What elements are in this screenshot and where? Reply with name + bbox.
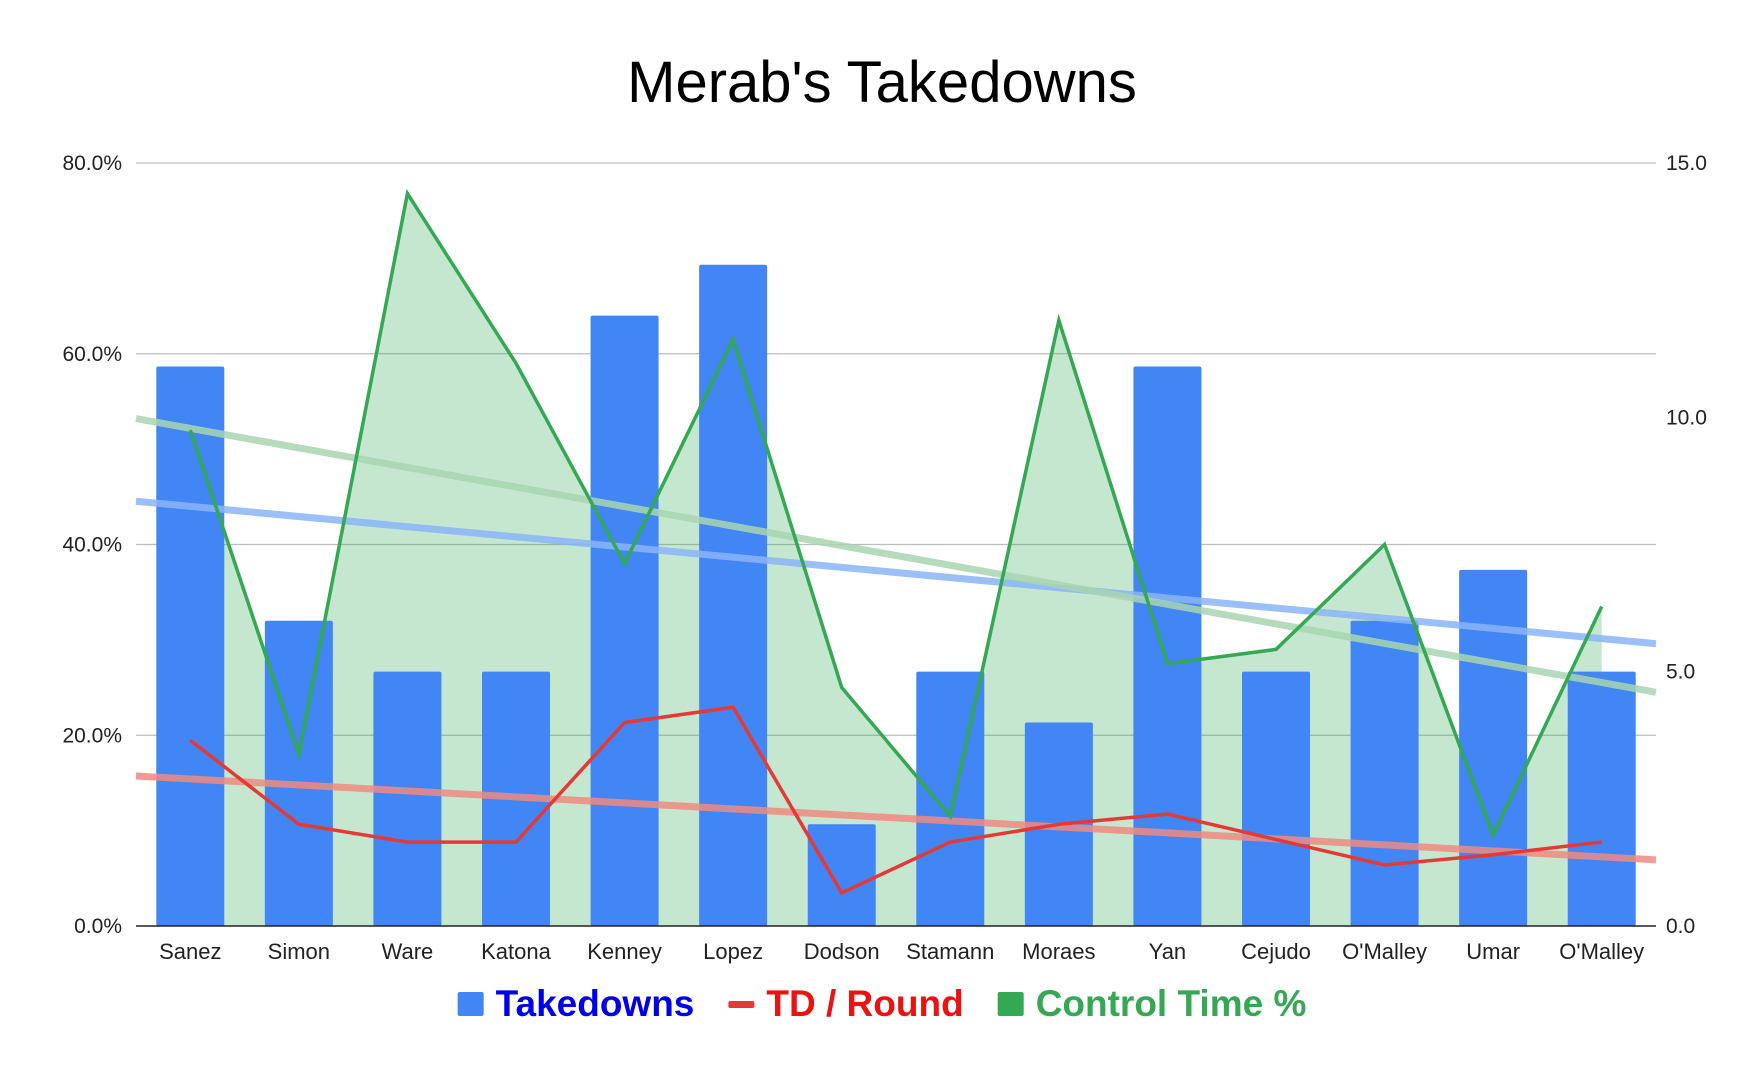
category-label: Dodson (804, 939, 880, 964)
takedowns-bar (264, 620, 333, 926)
takedowns-trendline (135, 497, 1657, 648)
category-label: Kenney (587, 939, 662, 964)
chart-title: Merab's Takedowns (627, 50, 1137, 115)
control-time-line (188, 188, 1604, 840)
control-time-trendline (135, 415, 1657, 696)
takedowns-bar (1567, 671, 1636, 926)
axis-layer: 0.0% 20.0% 40.0% 60.0% 80.0% 0.0 5.0 10.0 15.0 Sa… (62, 152, 1706, 964)
right-axis-tick-label: 15.0 (1666, 152, 1707, 175)
takedowns-bar (590, 315, 659, 927)
takedowns-bar (699, 264, 768, 926)
td-per-round-legend-marker (728, 1001, 755, 1008)
td-per-round-legend-label: TD / Round (766, 983, 963, 1024)
category-label: Stamann (906, 939, 994, 964)
left-axis-tick-label: 60.0% (62, 343, 122, 366)
right-axis-tick-label: 5.0 (1666, 661, 1695, 684)
left-axis-tick-label: 40.0% (62, 534, 122, 557)
right-axis-tick-label: 0.0 (1666, 915, 1695, 938)
takedowns-legend-marker (457, 992, 484, 1016)
left-axis-tick-label: 20.0% (62, 724, 122, 747)
category-label: O'Malley (1342, 939, 1427, 964)
category-label: Lopez (703, 939, 763, 964)
takedowns-bar (156, 366, 225, 926)
category-label: Cejudo (1241, 939, 1311, 964)
takedowns-bar (1242, 671, 1310, 926)
legend: Takedowns TD / Round Control Time % (457, 983, 1307, 1024)
left-axis-tick-label: 0.0% (74, 915, 122, 938)
category-label: Moraes (1022, 939, 1095, 964)
td-per-round-line (189, 705, 1602, 895)
right-axis-tick-label: 10.0 (1666, 406, 1707, 429)
control-time-legend-label: Control Time % (1036, 983, 1307, 1024)
category-label: Umar (1466, 939, 1520, 964)
category-label: Simon (268, 939, 330, 964)
category-label: Katona (481, 939, 551, 964)
category-label: Ware (382, 939, 434, 964)
left-axis-tick-label: 80.0% (62, 152, 122, 175)
category-label: Yan (1149, 939, 1187, 964)
category-label: O'Malley (1559, 939, 1644, 964)
takedowns-bar (807, 824, 876, 926)
takedowns-bar (373, 671, 442, 926)
takedowns-bar (1133, 366, 1202, 926)
trendline-layer (135, 415, 1657, 864)
td-per-round-trendline (135, 772, 1657, 864)
takedowns-legend-label: Takedowns (496, 983, 695, 1024)
line-layer (188, 188, 1604, 895)
control-time-legend-marker (997, 992, 1024, 1016)
category-label: Sanez (159, 939, 221, 964)
takedowns-bar (1350, 620, 1419, 926)
